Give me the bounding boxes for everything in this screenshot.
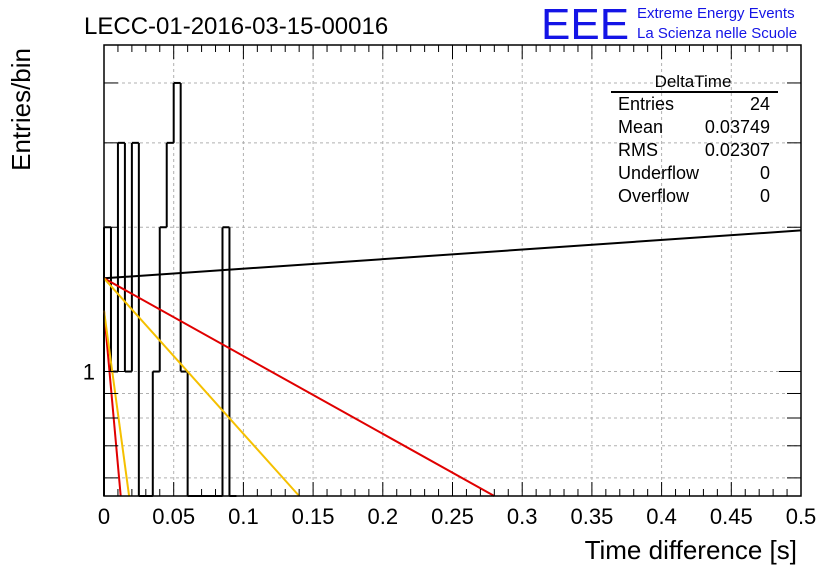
fit-lines (103, 229, 802, 497)
axis-ticks (103, 45, 802, 496)
stats-value: 0.02307 (705, 140, 770, 160)
logo-line-1: Extreme Energy Events (637, 5, 795, 22)
logo-line-2: La Scienza nelle Scuole (637, 25, 797, 42)
stats-label: Overflow (618, 186, 690, 206)
x-axis-label: Time difference [s] (585, 535, 797, 565)
fit-line (103, 310, 131, 497)
x-tick-labels: 0 0.05 0.1 0.15 0.2 0.25 0.3 0.35 0.4 0.45 0.5 (98, 504, 816, 529)
y-axis-label: Entries/bin (6, 48, 36, 171)
x-tick-label: 0.05 (152, 504, 195, 529)
plot-frame (103, 44, 802, 497)
x-tick-label: 0.4 (646, 504, 677, 529)
x-tick-label: 0.15 (292, 504, 335, 529)
x-tick-label: 0.45 (710, 504, 753, 529)
logo-mark: EEE (541, 0, 629, 49)
fit-line (103, 277, 495, 497)
stats-value: 0 (760, 186, 770, 206)
x-tick-label: 0.1 (228, 504, 259, 529)
x-tick-label: 0.25 (431, 504, 474, 529)
x-tick-label: 0 (98, 504, 110, 529)
x-tick-label: 0.2 (368, 504, 399, 529)
stats-box: DeltaTime Entries 24 Mean 0.03749 RMS 0.02307… (611, 72, 778, 206)
stats-value: 24 (750, 94, 770, 114)
chart-title: LECC-01-2016-03-15-00016 (84, 13, 388, 40)
fit-line (103, 310, 122, 497)
stats-title: DeltaTime (655, 72, 732, 91)
x-tick-label: 0.5 (786, 504, 817, 529)
fit-line (103, 277, 300, 497)
fit-line (103, 229, 802, 280)
x-tick-label: 0.35 (570, 504, 613, 529)
stats-value: 0.03749 (705, 117, 770, 137)
histogram-bins (103, 81, 237, 497)
y-tick-label: 1 (83, 360, 95, 385)
eee-logo: EEE Extreme Energy Events La Scienza nel… (541, 0, 797, 49)
x-tick-label: 0.3 (507, 504, 538, 529)
stats-label: Mean (618, 117, 663, 137)
grid (104, 45, 801, 496)
stats-label: Entries (618, 94, 674, 114)
stats-label: Underflow (618, 163, 700, 183)
stats-label: RMS (618, 140, 658, 160)
stats-value: 0 (760, 163, 770, 183)
y-tick-labels: 1 (83, 360, 95, 385)
